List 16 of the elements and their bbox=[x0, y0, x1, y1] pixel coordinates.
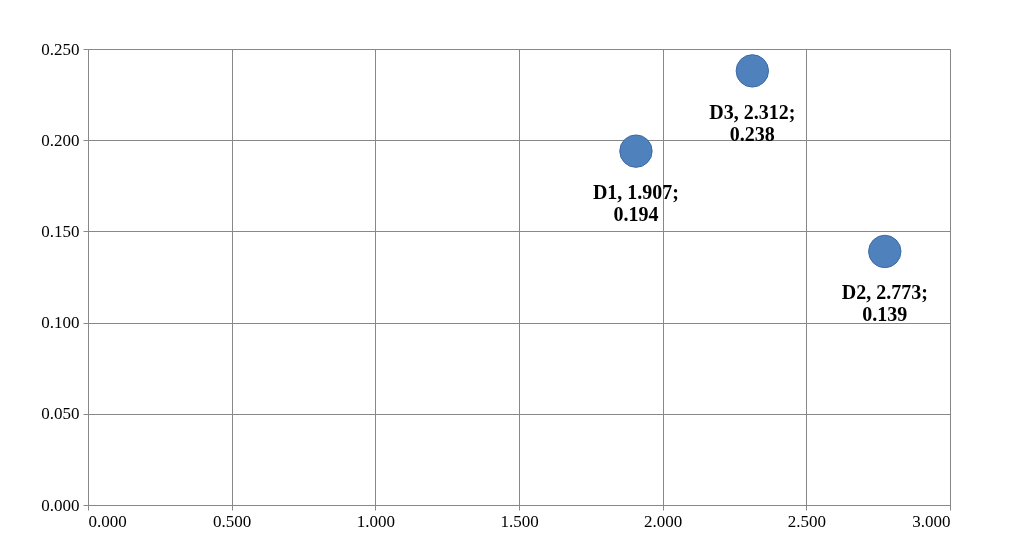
y-tick-label: 0.000 bbox=[41, 495, 80, 515]
y-tick-label: 0.250 bbox=[41, 39, 80, 59]
x-tick-label: 2.500 bbox=[787, 511, 826, 531]
y-tick-label: 0.050 bbox=[41, 404, 80, 424]
y-tick-label: 0.100 bbox=[41, 313, 80, 333]
data-label: D3, 2.312; 0.238 bbox=[709, 100, 796, 145]
x-tick-label: 1.000 bbox=[356, 511, 395, 531]
data-label: D2, 2.773; 0.139 bbox=[841, 281, 928, 326]
x-tick-label: 0.500 bbox=[213, 511, 252, 531]
x-tick-label: 2.000 bbox=[644, 511, 683, 531]
x-tick-label: 0.000 bbox=[88, 511, 127, 531]
y-tick-label: 0.200 bbox=[41, 130, 80, 150]
x-tick-label: 1.500 bbox=[500, 511, 539, 531]
data-label: D1, 1.907; 0.194 bbox=[592, 181, 679, 226]
y-tick-label: 0.150 bbox=[41, 221, 80, 241]
x-tick-label: 3.000 bbox=[912, 511, 951, 531]
